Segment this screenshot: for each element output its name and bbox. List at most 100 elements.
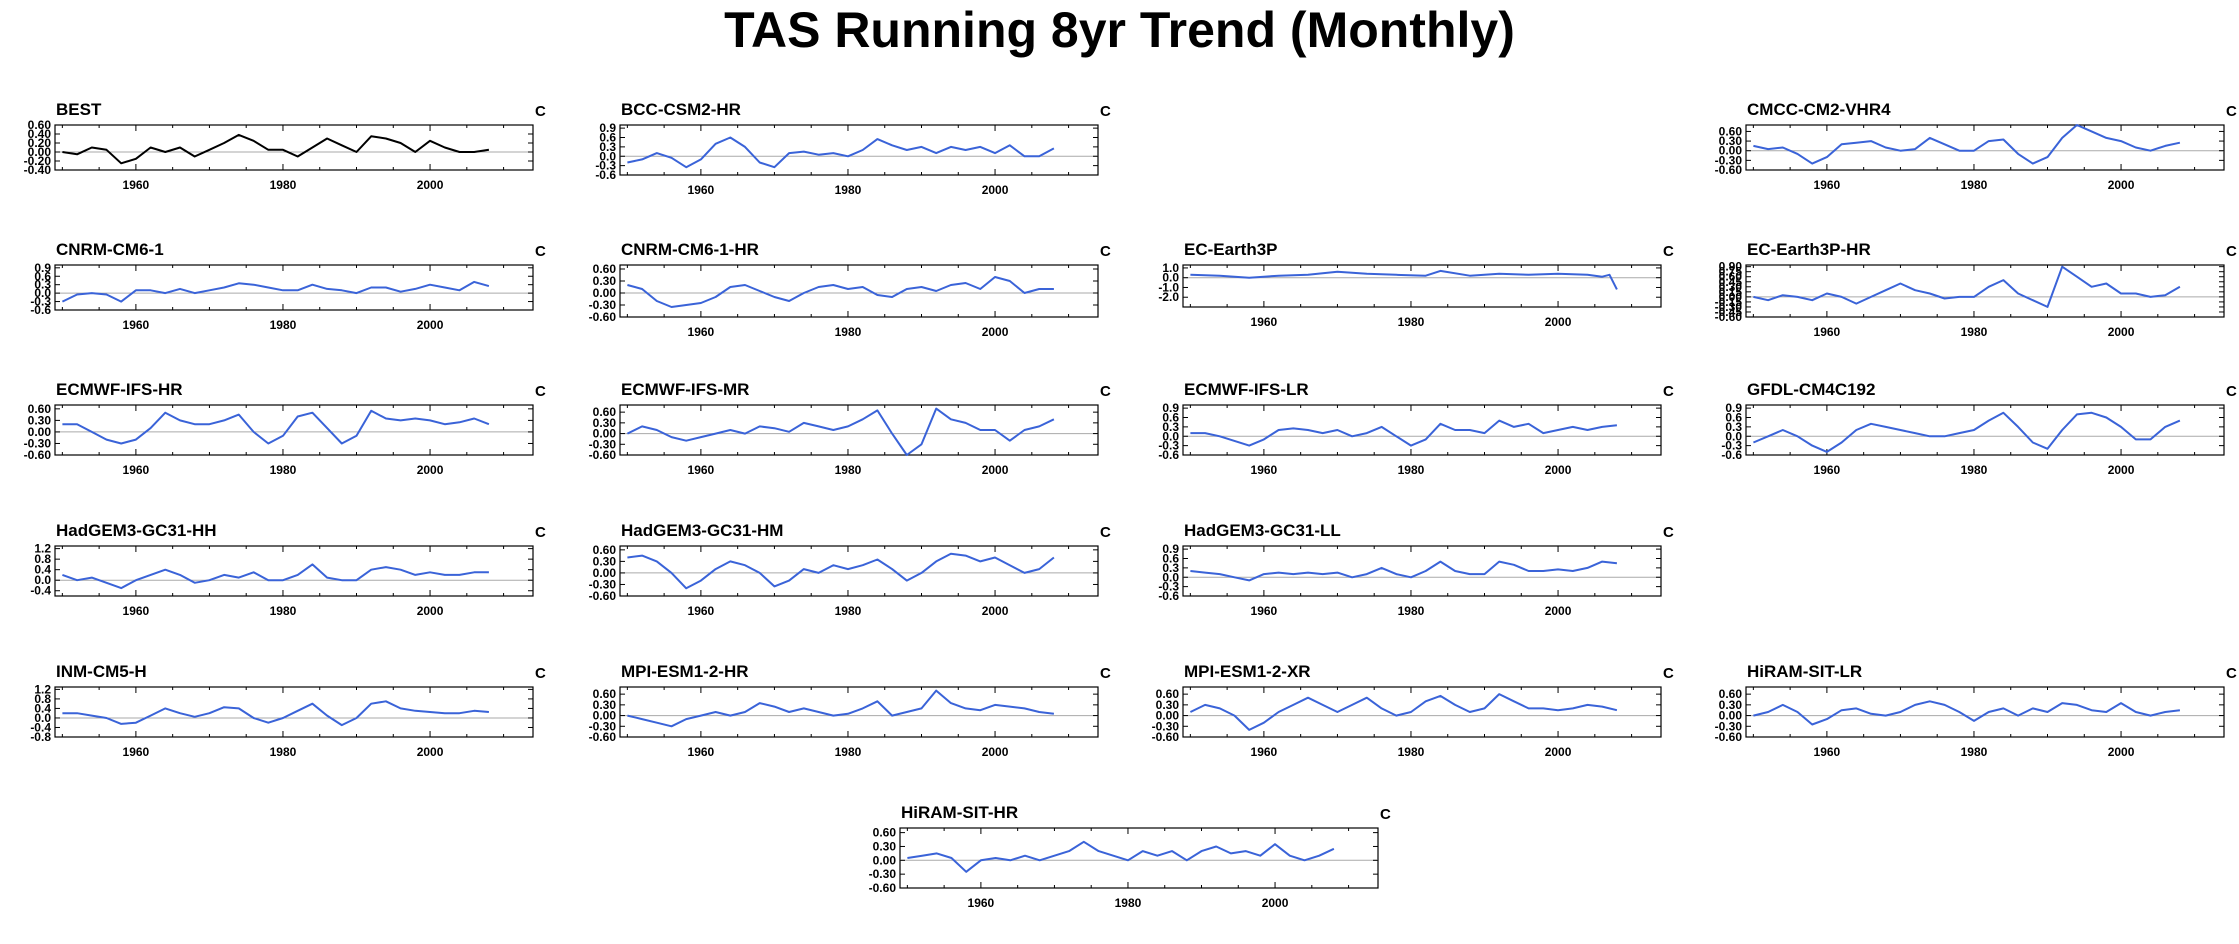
y-tick-label: 0.6	[1162, 552, 1179, 566]
x-tick-label: 2000	[1545, 463, 1572, 477]
y-tick-label: 0.30	[873, 839, 897, 853]
y-tick-label: 0.30	[1156, 698, 1180, 712]
y-tick-label: 0.3	[1725, 420, 1742, 434]
panel-title: ECMWF-IFS-HR	[56, 380, 183, 399]
y-tick-label: 0.20	[28, 136, 52, 150]
y-tick-label: -0.30	[589, 577, 617, 591]
y-tick-label: -0.6	[1158, 589, 1179, 603]
y-tick-label: -0.3	[1158, 439, 1179, 453]
x-tick-label: 1980	[1961, 325, 1988, 339]
y-tick-label: 0.0	[599, 149, 616, 163]
y-tick-label: -0.3	[595, 159, 616, 173]
y-tick-label: -0.3	[1721, 439, 1742, 453]
y-tick-label: 0.40	[28, 127, 52, 141]
y-tick-label: 0.60	[1719, 124, 1743, 138]
y-tick-label: 0.0	[34, 573, 51, 587]
panel-title: BCC-CSM2-HR	[621, 100, 741, 119]
plot-frame	[1745, 404, 2225, 456]
x-tick-label: 1960	[1251, 463, 1278, 477]
y-tick-label: 0.0	[1162, 429, 1179, 443]
x-tick-label: 1980	[835, 745, 862, 759]
x-tick-label: 2000	[1545, 745, 1572, 759]
series-line	[1753, 265, 2181, 308]
plot-frame	[1745, 124, 2225, 171]
x-tick-label: 2000	[982, 745, 1009, 759]
panel-title: HiRAM-SIT-HR	[901, 803, 1018, 822]
unit-label: C	[2226, 103, 2237, 120]
x-tick-label: 1960	[1814, 463, 1841, 477]
x-tick-label: 1960	[1251, 604, 1278, 618]
x-tick-label: 2000	[982, 463, 1009, 477]
y-tick-label: 1.2	[34, 682, 51, 696]
y-tick-label: -0.30	[589, 719, 617, 733]
panel-cnrm-cm6-1: CNRM-CM6-1 C 1960 1980 2000 -0.6-0.30.00.30.6…	[30, 240, 546, 332]
unit-label: C	[1100, 383, 1111, 400]
x-tick-label: 2000	[2108, 745, 2135, 759]
x-tick-label: 1980	[1961, 463, 1988, 477]
y-tick-label: 0.30	[1719, 698, 1743, 712]
y-tick-label: 0.30	[593, 698, 617, 712]
y-tick-label: 0.00	[1156, 709, 1180, 723]
y-tick-label: -2.0	[1158, 290, 1179, 304]
x-tick-label: 1960	[688, 183, 715, 197]
y-tick-label: 0.3	[34, 278, 51, 292]
y-tick-label: -0.60	[589, 730, 617, 744]
plot-frame	[54, 545, 534, 597]
x-tick-label: 2000	[417, 604, 444, 618]
unit-label: C	[535, 665, 546, 682]
y-tick-label: 0.6	[1725, 411, 1742, 425]
y-tick-label: 0.9	[1725, 401, 1742, 415]
series-line	[62, 133, 490, 165]
y-tick-label: -0.45	[1715, 305, 1743, 319]
panel-mpi-esm1-2-hr: MPI-ESM1-2-HR C 1960 1980 2000 -0.60-0.300.00…	[589, 662, 1111, 759]
x-tick-label: 1980	[270, 318, 297, 332]
series-line	[1190, 419, 1618, 447]
y-tick-label: 0.00	[1719, 709, 1743, 723]
unit-label: C	[535, 243, 546, 260]
x-tick-label: 1980	[1398, 315, 1425, 329]
y-tick-label: 0.0	[34, 286, 51, 300]
series-line	[626, 407, 1055, 456]
y-tick-label: -0.30	[1152, 719, 1180, 733]
unit-label: C	[535, 103, 546, 120]
series-line	[907, 840, 1335, 873]
x-tick-label: 1960	[1251, 745, 1278, 759]
series-line	[1190, 269, 1618, 290]
plot-frame	[54, 404, 534, 456]
y-tick-label: 0.9	[1162, 542, 1179, 556]
x-tick-label: 1960	[1814, 745, 1841, 759]
y-tick-label: 0.00	[28, 425, 52, 439]
panel-title: HadGEM3-GC31-LL	[1184, 521, 1341, 540]
series-line	[1189, 693, 1618, 731]
y-tick-label: -0.4	[30, 720, 51, 734]
y-tick-label: 0.30	[1719, 134, 1743, 148]
unit-label: C	[1663, 243, 1674, 260]
x-tick-label: 1960	[123, 604, 150, 618]
y-tick-label: 0.60	[1719, 270, 1743, 284]
x-tick-label: 1960	[123, 463, 150, 477]
y-tick-label: 0.6	[34, 269, 51, 283]
y-tick-label: 1.0	[1162, 261, 1179, 275]
y-tick-label: -0.8	[30, 730, 51, 744]
series-line	[62, 700, 489, 727]
panel-hadgem3-gc31-hh: HadGEM3-GC31-HH C 1960 1980 2000 -0.40.00.40.…	[30, 521, 546, 618]
y-tick-label: -0.30	[589, 437, 617, 451]
x-tick-label: 1980	[1961, 745, 1988, 759]
x-tick-label: 1980	[270, 463, 297, 477]
x-tick-label: 1980	[270, 178, 297, 192]
x-tick-label: 2000	[2108, 325, 2135, 339]
panel-title: HiRAM-SIT-LR	[1747, 662, 1862, 681]
y-tick-label: 0.30	[593, 274, 617, 288]
x-tick-label: 1960	[688, 745, 715, 759]
plot-frame	[1182, 264, 1662, 308]
y-tick-label: 0.6	[1162, 411, 1179, 425]
plot-frame	[619, 264, 1099, 318]
x-tick-label: 1980	[1398, 463, 1425, 477]
plot-frame	[1182, 545, 1662, 597]
y-tick-label: -0.15	[1715, 295, 1743, 309]
series-line	[627, 552, 1055, 590]
series-line	[1753, 700, 2181, 726]
